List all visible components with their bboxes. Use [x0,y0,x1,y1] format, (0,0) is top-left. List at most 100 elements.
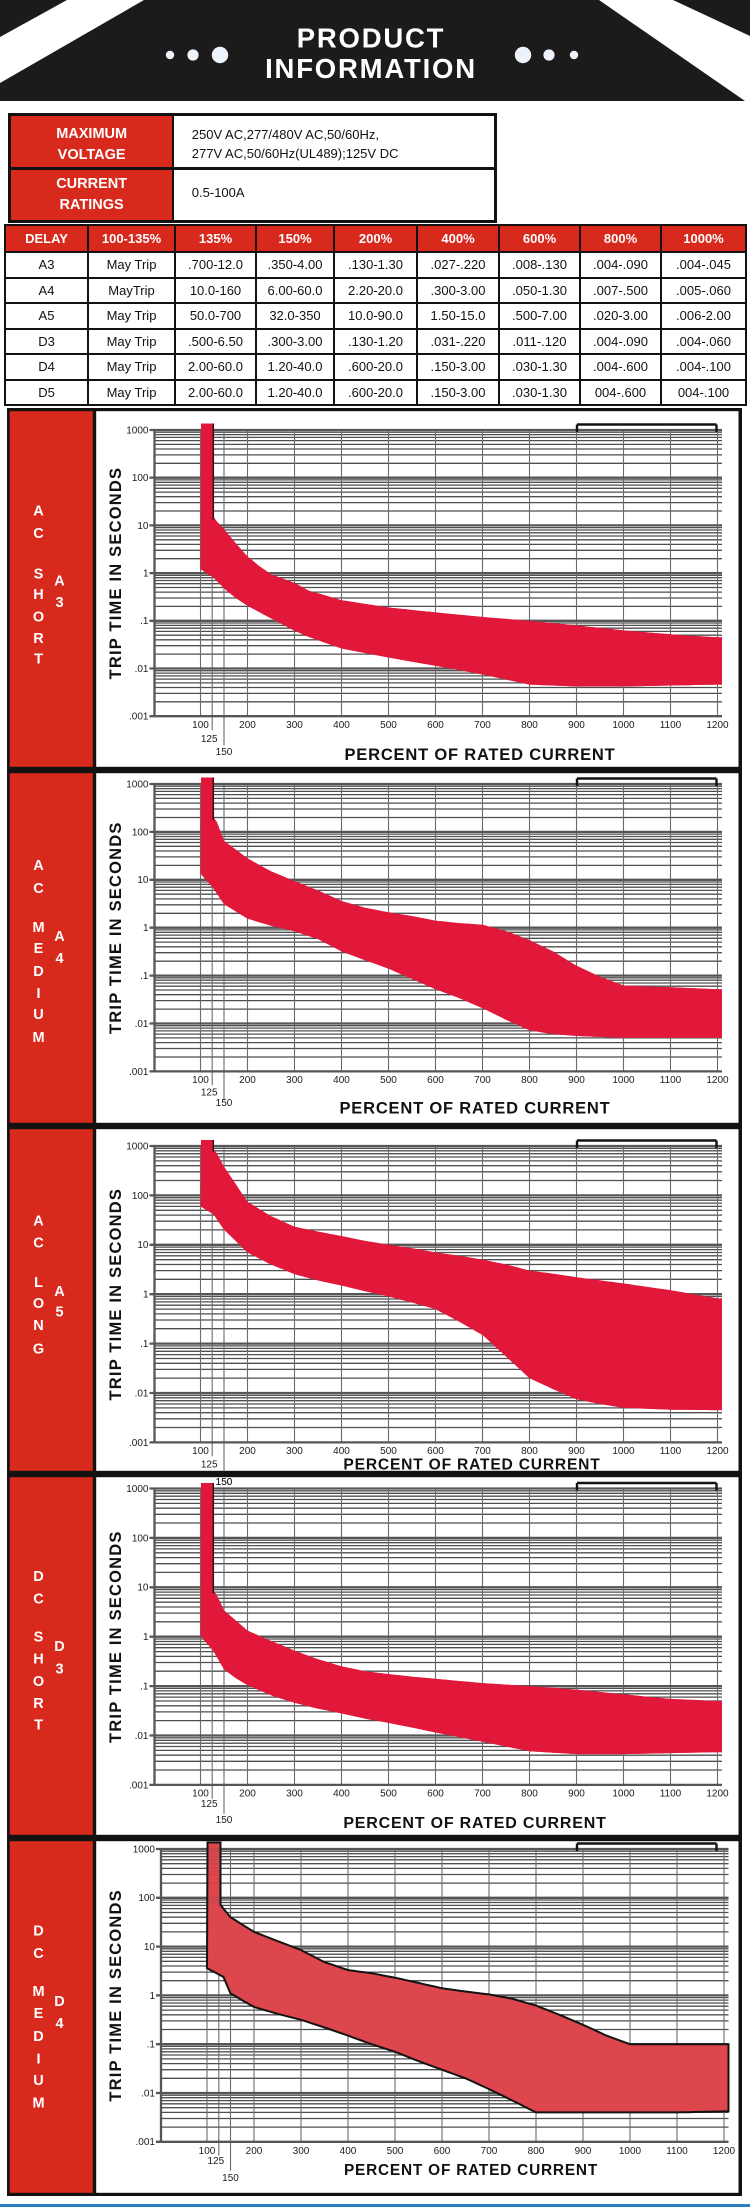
svg-text:200: 200 [239,1446,256,1457]
svg-text:O: O [33,610,44,626]
svg-text:900: 900 [568,1075,585,1086]
svg-text:3: 3 [55,1661,63,1677]
svg-text:400: 400 [333,1788,350,1799]
svg-text:700: 700 [474,1075,491,1086]
svg-text:C: C [33,1946,44,1962]
svg-text:U: U [33,1007,43,1023]
svg-text:100: 100 [132,1533,149,1544]
svg-text:200: 200 [239,1788,256,1799]
svg-text:D: D [33,964,43,980]
svg-text:1000: 1000 [612,1075,635,1086]
svg-text:G: G [33,1341,44,1357]
svg-text:800: 800 [528,2146,545,2157]
svg-text:125: 125 [207,2156,224,2167]
svg-text:1100: 1100 [660,720,682,731]
svg-text:.001: .001 [129,1438,149,1449]
svg-text:500: 500 [380,720,397,731]
svg-text:300: 300 [286,1788,303,1799]
svg-text:D: D [54,1639,64,1655]
svg-text:700: 700 [474,1788,491,1799]
svg-text:A: A [54,574,65,590]
svg-text:.1: .1 [140,616,149,627]
svg-text:R: R [33,631,44,647]
svg-text:PERCENT OF RATED CURRENT: PERCENT OF RATED CURRENT [343,1815,606,1832]
svg-text:.001: .001 [129,1780,149,1791]
svg-text:.1: .1 [140,1682,149,1693]
svg-text:INFORMATION: INFORMATION [265,53,477,84]
svg-text:125: 125 [201,1460,218,1471]
svg-text:D: D [33,1569,43,1585]
svg-text:N: N [33,1318,43,1334]
svg-text:100: 100 [132,473,149,484]
svg-text:400: 400 [333,720,350,731]
svg-text:A: A [33,858,44,874]
svg-text:150: 150 [216,1477,233,1488]
svg-text:700: 700 [474,1446,491,1457]
svg-text:A: A [33,504,44,520]
svg-text:1200: 1200 [706,1075,729,1086]
svg-text:O: O [33,1296,44,1312]
svg-text:.01: .01 [135,1388,149,1399]
svg-text:R: R [33,1696,44,1712]
svg-text:100: 100 [132,1191,149,1202]
svg-text:1100: 1100 [660,1075,682,1086]
svg-text:1000: 1000 [126,779,149,790]
svg-text:1100: 1100 [660,1788,682,1799]
svg-text:500: 500 [380,1788,397,1799]
svg-text:600: 600 [434,2146,451,2157]
svg-text:1000: 1000 [126,425,149,436]
svg-text:1000: 1000 [612,1446,635,1457]
svg-text:5: 5 [55,1305,63,1321]
svg-text:150: 150 [222,2173,239,2184]
svg-text:1200: 1200 [706,1788,729,1799]
svg-text:900: 900 [568,1788,585,1799]
svg-text:900: 900 [568,720,585,731]
svg-text:D: D [33,2029,43,2045]
svg-text:100: 100 [192,720,209,731]
svg-text:TRIP TIME IN SECONDS: TRIP TIME IN SECONDS [107,821,125,1034]
svg-text:125: 125 [201,1799,218,1810]
svg-text:S: S [34,1629,44,1645]
svg-text:100: 100 [192,1075,209,1086]
svg-text:M: M [32,1984,44,2000]
svg-text:10: 10 [144,1942,156,1953]
svg-text:.01: .01 [141,2088,155,2099]
svg-text:200: 200 [239,720,256,731]
svg-text:1200: 1200 [706,720,729,731]
svg-text:10: 10 [137,521,149,532]
svg-text:1000: 1000 [126,1141,149,1152]
svg-text:A: A [33,1213,44,1229]
svg-text:1: 1 [143,923,149,934]
svg-text:300: 300 [293,2146,310,2157]
svg-text:I: I [36,2051,40,2067]
svg-text:4: 4 [55,2016,63,2032]
svg-text:TRIP TIME IN SECONDS: TRIP TIME IN SECONDS [107,1530,125,1743]
svg-text:PERCENT OF RATED CURRENT: PERCENT OF RATED CURRENT [344,2162,598,2179]
svg-text:1000: 1000 [612,720,635,731]
svg-text:A: A [54,929,65,945]
svg-text:1200: 1200 [706,1446,729,1457]
svg-text:.001: .001 [136,2137,156,2148]
svg-text:.1: .1 [147,2040,156,2051]
svg-text:400: 400 [333,1446,350,1457]
svg-text:400: 400 [340,2146,357,2157]
svg-text:500: 500 [380,1075,397,1086]
svg-text:100: 100 [199,2146,216,2157]
svg-text:3: 3 [55,595,63,611]
svg-text:300: 300 [286,1446,303,1457]
svg-text:100: 100 [192,1446,209,1457]
svg-text:200: 200 [246,2146,263,2157]
svg-text:C: C [33,1236,44,1252]
svg-text:.001: .001 [129,712,149,723]
svg-text:800: 800 [521,720,538,731]
svg-text:700: 700 [474,720,491,731]
svg-text:T: T [34,652,43,668]
svg-text:10: 10 [137,1240,149,1251]
svg-text:1100: 1100 [666,2146,688,2157]
svg-text:.1: .1 [140,971,149,982]
svg-text:H: H [33,587,43,603]
svg-text:600: 600 [427,720,444,731]
svg-text:H: H [33,1652,43,1668]
svg-text:.01: .01 [135,664,149,675]
svg-text:C: C [33,881,44,897]
